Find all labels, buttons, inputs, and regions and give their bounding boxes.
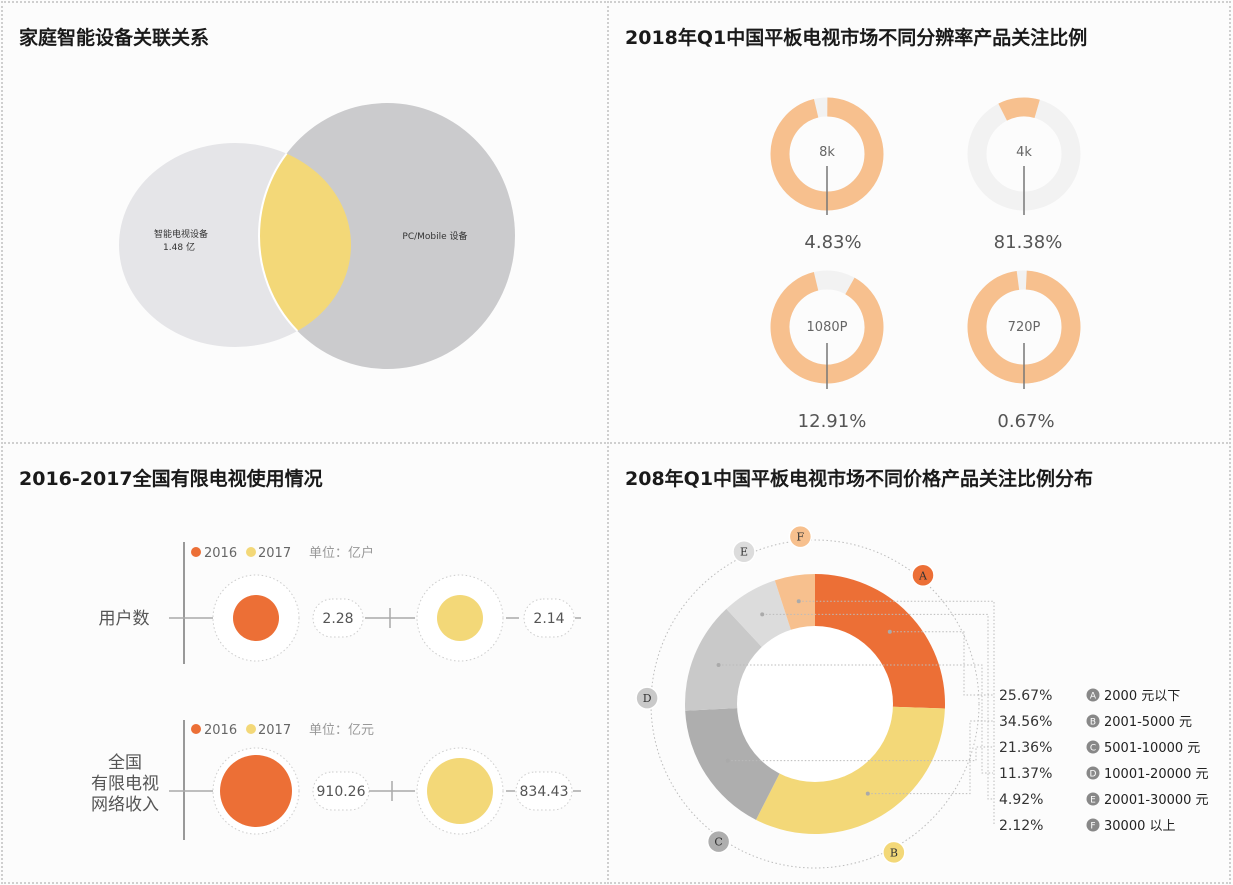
price-legend-marker: [1086, 818, 1100, 832]
price-pct-d: 11.37%: [999, 766, 1052, 782]
price-badge-letter: F: [797, 531, 805, 544]
bubble-revenue-2017: [427, 758, 493, 824]
price-legend-marker: [1086, 688, 1100, 702]
venn-chart: 智能电视设备 1.48 亿 PC/Mobile 设备: [119, 103, 515, 369]
price-pct-a: 25.67%: [999, 688, 1052, 704]
price-pct-c: 21.36%: [999, 740, 1052, 756]
group-revenue: 2016 2017 单位：亿元 全国 有限电视 网络收入 910.26 834.…: [91, 720, 581, 840]
price-legend-a: 2000 元以下: [1104, 689, 1180, 704]
bubble-revenue-2016-value: 910.26: [317, 784, 366, 800]
price-pct-b: 34.56%: [999, 714, 1052, 730]
legend2-2016-dot: [191, 724, 201, 734]
price-badge-letter: E: [740, 546, 748, 559]
legend2-2017-dot: [246, 724, 256, 734]
donut-1080p-label: 1080P: [807, 320, 848, 335]
bubble-revenue-2016: [220, 755, 292, 827]
price-pct-e: 4.92%: [999, 792, 1043, 808]
legend2-2016-label: 2016: [204, 723, 237, 738]
donut-4k-label: 4k: [1016, 145, 1032, 160]
price-badge-a: A: [911, 563, 935, 588]
unit-users: 单位：亿户: [309, 545, 374, 561]
price-legend-letter: A: [1090, 692, 1097, 702]
group-revenue-name-line3: 网络收入: [91, 795, 159, 815]
price-legend-letter: F: [1090, 822, 1095, 832]
price-legend-c: 5001-10000 元: [1104, 741, 1200, 756]
donut-720p: 720P 0.67%: [967, 270, 1081, 432]
venn-set-pc-label: PC/Mobile 设备: [402, 230, 467, 242]
venn-panel: 家庭智能设备关联关系 智能电视设备 1.48 亿 PC/Mobile 设备: [1, 1, 609, 444]
price-legend-letter: E: [1090, 796, 1096, 806]
bubble-users-2016-value: 2.28: [322, 611, 353, 627]
donut-8k-label: 8k: [819, 145, 835, 160]
group-revenue-name-line1: 全国: [108, 753, 142, 773]
price-legend-letter: C: [1090, 744, 1096, 754]
price-legend-marker: [1086, 740, 1100, 754]
bubble-users-2017: [437, 595, 483, 641]
group-users: 2016 2017 单位：亿户 用户数 2.28 2.14: [99, 542, 581, 664]
price-legend-letter: D: [1090, 770, 1097, 780]
legend-2016-label: 2016: [204, 546, 237, 561]
price-badge-letter: B: [890, 846, 898, 859]
bubble-users-2016: [233, 595, 279, 641]
price-badge-e: E: [732, 539, 756, 564]
price-title: 208年Q1中国平板电视市场不同价格产品关注比例分布: [625, 468, 1094, 490]
donut-720p-value: 0.67%: [997, 411, 1054, 432]
unit-revenue: 单位：亿元: [309, 723, 374, 738]
legend-2017-label: 2017: [258, 546, 291, 561]
cable-tv-panel: 2016-2017全国有限电视使用情况 2016 2017 单位：亿户 用户数 …: [1, 442, 609, 884]
venn-set-tv-label: 智能电视设备: [154, 228, 208, 240]
price-badge-b: B: [882, 840, 906, 865]
donut-4k-arc: [967, 97, 1081, 211]
price-legend-letter: B: [1090, 718, 1096, 728]
price-pct-f: 2.12%: [999, 818, 1043, 834]
donut-4k: 4k 81.38%: [967, 97, 1081, 253]
legend-2016-dot: [191, 547, 201, 557]
cable-tv-title: 2016-2017全国有限电视使用情况: [19, 468, 323, 490]
price-legend-e: 20001-30000 元: [1104, 793, 1209, 808]
legend2-2017-label: 2017: [258, 723, 291, 738]
price-badge-f: F: [788, 524, 813, 549]
price-legend-marker: [1086, 714, 1100, 728]
price-legend-f: 30000 以上: [1104, 819, 1176, 834]
price-badge-letter: A: [918, 569, 928, 582]
resolution-title: 2018年Q1中国平板电视市场不同分辨率产品关注比例: [625, 27, 1088, 49]
donut-1080p: 1080P 12.91%: [770, 270, 884, 432]
bubble-revenue-2017-value: 834.43: [520, 784, 569, 800]
donut-8k-value: 4.83%: [804, 232, 861, 253]
price-legend-marker: [1086, 766, 1100, 780]
price-badge-d: D: [635, 686, 659, 710]
price-badge-c: C: [706, 829, 731, 854]
price-badge-letter: C: [714, 836, 722, 849]
resolution-panel: 2018年Q1中国平板电视市场不同分辨率产品关注比例 8k 4.83% 4k 8…: [607, 1, 1231, 444]
donut-720p-label: 720P: [1008, 320, 1041, 335]
group-revenue-name-line2: 有限电视: [91, 774, 159, 794]
group-users-name: 用户数: [99, 609, 150, 629]
venn-title: 家庭智能设备关联关系: [19, 27, 210, 49]
bubble-users-2017-value: 2.14: [533, 611, 564, 627]
price-badge-letter: D: [643, 692, 652, 705]
price-legend-b: 2001-5000 元: [1104, 715, 1192, 730]
price-chart: A B C D E F 25.67% A 2000 元以下 34.56% B 2001-5000 元…: [635, 524, 1209, 869]
price-legend-d: 10001-20000 元: [1104, 767, 1209, 782]
venn-set-tv-value: 1.48 亿: [163, 241, 195, 253]
donut-4k-value: 81.38%: [994, 232, 1063, 253]
price-legend-marker: [1086, 792, 1100, 806]
price-panel: 208年Q1中国平板电视市场不同价格产品关注比例分布 A B C D E F 25.67%…: [607, 442, 1231, 884]
donut-1080p-value: 12.91%: [798, 411, 867, 432]
donut-8k: 8k 4.83%: [770, 97, 884, 253]
legend-2017-dot: [246, 547, 256, 557]
resolution-chart: 8k 4.83% 4k 81.38% 1080P 12.91% 720P 0.6…: [770, 97, 1081, 432]
cable-tv-chart: 2016 2017 单位：亿户 用户数 2.28 2.14 2016 201: [91, 542, 581, 840]
